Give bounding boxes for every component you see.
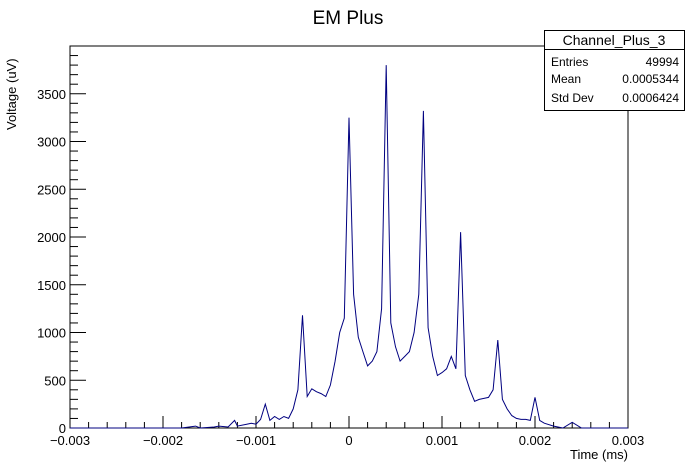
stats-box-title: Channel_Plus_3 (563, 32, 666, 48)
stats-label-mean: Mean (551, 72, 581, 86)
y-tick-label: 2000 (37, 230, 66, 245)
stats-box: Channel_Plus_3 Entries 49994 Mean 0.0005… (544, 30, 685, 111)
y-tick-label: 1500 (37, 278, 66, 293)
y-tick-label: 2500 (37, 182, 66, 197)
x-tick-label: 0.001 (426, 433, 459, 448)
x-axis-title: Time (ms) (570, 447, 628, 462)
stats-value-stddev: 0.0006424 (622, 91, 679, 105)
y-axis: 0 500 1000 1500 2000 2500 3000 3500 (37, 45, 86, 436)
x-tick-label: 0 (345, 433, 352, 448)
stats-box-frame (544, 30, 685, 111)
stats-value-entries: 49994 (646, 55, 680, 69)
series-line (70, 65, 628, 429)
y-tick-label: 3500 (37, 87, 66, 102)
y-tick-label: 500 (44, 373, 66, 388)
stats-label-entries: Entries (551, 55, 588, 69)
x-tick-label: −0.002 (143, 433, 183, 448)
y-tick-label: 3000 (37, 135, 66, 150)
x-tick-label: −0.001 (236, 433, 276, 448)
y-tick-label: 0 (59, 421, 66, 436)
y-tick-label: 1000 (37, 326, 66, 341)
stats-label-stddev: Std Dev (551, 91, 594, 105)
x-tick-label: 0.003 (612, 433, 645, 448)
stats-value-mean: 0.0005344 (622, 72, 679, 86)
chart-title: EM Plus (313, 8, 384, 29)
x-tick-label: −0.003 (50, 433, 90, 448)
x-tick-label: 0.002 (519, 433, 552, 448)
x-axis: −0.003 −0.002 −0.001 0 0.001 0.002 0.003 (50, 416, 644, 448)
y-axis-title: Voltage (uV) (4, 58, 19, 130)
